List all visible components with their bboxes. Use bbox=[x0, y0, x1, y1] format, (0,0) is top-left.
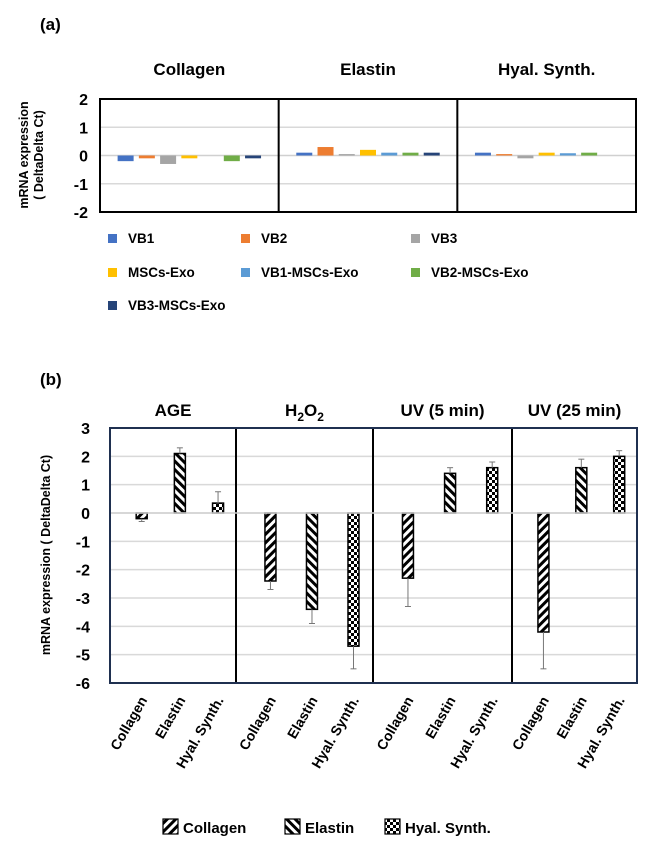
legend-label: MSCs-Exo bbox=[128, 265, 195, 280]
y-axis-label: mRNA expression( DeltaDelta Ct) bbox=[17, 101, 46, 208]
legend-swatch bbox=[411, 234, 420, 243]
y-tick-label: -2 bbox=[74, 205, 88, 222]
bar-hyalsynth bbox=[211, 502, 225, 514]
bar-vb2 bbox=[138, 155, 155, 159]
bar-elastin bbox=[443, 472, 457, 514]
group-title: UV (5 min) bbox=[400, 401, 484, 420]
bar-vb3 bbox=[338, 154, 355, 156]
panel-a-label: (a) bbox=[40, 15, 61, 34]
legend-swatch bbox=[162, 818, 179, 835]
x-tick-label: Elastin bbox=[422, 694, 459, 742]
y-axis-label: mRNA expression ( DeltaDelta Ct) bbox=[39, 455, 53, 655]
legend-swatch bbox=[241, 234, 250, 243]
group-title: H2O2 bbox=[285, 401, 324, 424]
bar-hyalsynth bbox=[485, 466, 499, 514]
y-tick-label: -1 bbox=[76, 534, 90, 551]
y-tick-label: 3 bbox=[81, 421, 90, 438]
legend-label: VB2 bbox=[261, 231, 287, 246]
legend-label: Collagen bbox=[183, 820, 246, 837]
legend-label: VB3 bbox=[431, 231, 458, 246]
bar-vb2-mscs-exo bbox=[581, 152, 598, 156]
y-tick-label: 0 bbox=[79, 149, 88, 166]
legend-label: VB3-MSCs-Exo bbox=[128, 298, 226, 313]
bar-collagen bbox=[135, 512, 148, 520]
y-tick-label: -3 bbox=[76, 591, 90, 608]
legend-swatch bbox=[411, 268, 420, 277]
bar-vb3 bbox=[160, 155, 177, 164]
bar-vb1-mscs-exo bbox=[559, 153, 576, 156]
bar-vb1 bbox=[117, 155, 134, 162]
x-tick-label: Collagen bbox=[236, 694, 279, 753]
bar-collagen bbox=[537, 512, 550, 633]
legend-label: VB1-MSCs-Exo bbox=[261, 265, 359, 280]
legend-swatch bbox=[384, 818, 401, 835]
legend-label: Hyal. Synth. bbox=[405, 820, 491, 837]
plot-border bbox=[99, 98, 637, 213]
bar-hyalsynth bbox=[347, 512, 360, 647]
y-tick-label: -1 bbox=[74, 177, 88, 194]
x-tick-label: Elastin bbox=[152, 694, 189, 742]
y-tick-label: 0 bbox=[81, 506, 90, 523]
bar-elastin bbox=[173, 452, 187, 514]
x-tick-label: Collagen bbox=[107, 694, 150, 753]
bar-collagen bbox=[264, 512, 277, 582]
bar-elastin bbox=[575, 466, 588, 514]
bar-collagen bbox=[401, 512, 415, 579]
legend-label: VB1 bbox=[128, 231, 155, 246]
group-title: UV (25 min) bbox=[528, 401, 622, 420]
bar-mscs-exo bbox=[360, 149, 376, 156]
y-tick-label: -6 bbox=[76, 676, 90, 693]
x-tick-label: Collagen bbox=[509, 694, 552, 753]
x-tick-label: Elastin bbox=[553, 694, 590, 742]
y-tick-label: -2 bbox=[76, 563, 90, 580]
group-title: Hyal. Synth. bbox=[498, 60, 595, 79]
y-tick-label: 2 bbox=[81, 449, 90, 466]
bar-vb3 bbox=[517, 155, 534, 159]
legend-swatch bbox=[108, 301, 117, 310]
y-tick-label: -4 bbox=[76, 619, 90, 636]
group-title: Collagen bbox=[153, 60, 225, 79]
group-title: Elastin bbox=[340, 60, 396, 79]
y-tick-label: 1 bbox=[79, 120, 88, 137]
bar-vb2-mscs-exo bbox=[223, 155, 240, 162]
bar-vb2-mscs-exo bbox=[402, 152, 419, 156]
x-tick-label: Collagen bbox=[373, 694, 416, 753]
bar-vb2 bbox=[317, 147, 334, 156]
legend-label: Elastin bbox=[305, 820, 354, 837]
bar-vb3-mscs-exo bbox=[423, 152, 440, 156]
panel-b-label: (b) bbox=[40, 370, 62, 389]
y-tick-label: 1 bbox=[81, 478, 90, 495]
plot-border bbox=[109, 427, 638, 684]
x-tick-label: Elastin bbox=[284, 694, 321, 742]
bar-mscs-exo bbox=[538, 152, 555, 156]
y-tick-label: -5 bbox=[76, 648, 90, 665]
legend-label: VB2-MSCs-Exo bbox=[431, 265, 529, 280]
group-title: AGE bbox=[155, 401, 192, 420]
bar-vb2 bbox=[496, 154, 513, 156]
legend-swatch bbox=[284, 818, 301, 835]
bar-vb1 bbox=[474, 152, 491, 156]
bar-vb1-mscs-exo bbox=[381, 152, 398, 156]
y-tick-label: 2 bbox=[79, 92, 88, 109]
legend-swatch bbox=[108, 234, 117, 243]
bar-vb3-mscs-exo bbox=[245, 155, 262, 159]
bar-vb1 bbox=[296, 152, 313, 156]
legend-swatch bbox=[241, 268, 250, 277]
bar-hyalsynth bbox=[612, 455, 626, 514]
legend-swatch bbox=[108, 268, 117, 277]
bar-mscs-exo bbox=[181, 155, 198, 159]
bar-elastin bbox=[305, 512, 319, 611]
